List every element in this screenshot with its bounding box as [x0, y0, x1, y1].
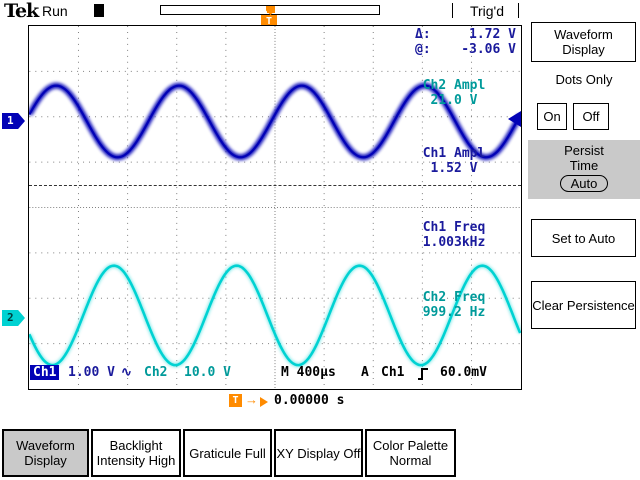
- trigger-time-flag-icon: T: [229, 394, 242, 407]
- trigger-time-value: 0.00000 s: [274, 393, 345, 408]
- rising-edge-icon: [417, 366, 429, 386]
- trigger-status: Trig'd: [469, 3, 505, 19]
- separator: [518, 3, 519, 18]
- ch1-coupling-icon: ∿: [121, 365, 132, 380]
- measurement-value: 1.003kHz: [422, 235, 486, 250]
- ch1-badge: Ch1: [30, 365, 60, 380]
- cursor-line[interactable]: [29, 185, 521, 186]
- dots-only-on-button[interactable]: On: [537, 103, 567, 130]
- trigger-level-arrow-icon[interactable]: [508, 111, 521, 127]
- ch2-label: Ch2: [144, 365, 168, 380]
- measurement-label: Ch1 Freq: [422, 220, 486, 235]
- clear-persistence-button[interactable]: Clear Persistence: [531, 281, 636, 329]
- side-menu-title: Waveform Display: [531, 22, 636, 62]
- timebase-readout: M 400µs: [281, 365, 336, 380]
- measurement-ch2-ampl: Ch2 Ampl 21.0 V: [398, 78, 510, 108]
- set-to-auto-button[interactable]: Set to Auto: [531, 219, 636, 257]
- separator: [452, 3, 453, 18]
- bottom-menu-color-palette[interactable]: Color Palette Normal: [365, 429, 456, 477]
- measurement-value: 1.52 V: [430, 161, 478, 176]
- bottom-menu-backlight-intensity[interactable]: Backlight Intensity High: [91, 429, 181, 477]
- persist-time-button[interactable]: Persist Time Auto: [528, 140, 640, 199]
- ch2-ground-marker[interactable]: 2: [2, 310, 25, 326]
- bottom-menu-xy-display[interactable]: XY Display Off: [274, 429, 363, 477]
- dots-only-label: Dots Only: [555, 72, 613, 87]
- measurement-label: Ch1 Ampl: [422, 146, 486, 161]
- tek-logo: Tek: [4, 0, 39, 22]
- trigger-level-readout: 60.0mV: [440, 365, 487, 380]
- bottom-menu-graticule[interactable]: Graticule Full: [183, 429, 272, 477]
- acquisition-activity-icon: [94, 4, 104, 17]
- cursor-readout: Δ: 1.72 V @: -3.06 V: [415, 27, 516, 57]
- persist-value: Auto: [559, 175, 609, 192]
- trigger-system-label: A: [361, 365, 369, 380]
- dots-only-off-button[interactable]: Off: [573, 103, 609, 130]
- trigger-position-pointer-icon: [266, 6, 275, 15]
- cursor-delta-value: 1.72 V: [469, 27, 516, 42]
- trigger-flag-icon: T: [261, 15, 277, 28]
- persist-line1: Persist: [564, 143, 604, 158]
- measurement-label: Ch2 Freq: [422, 290, 486, 305]
- waveform-plot: [29, 26, 521, 389]
- measurement-value: 999.2 Hz: [422, 305, 486, 320]
- cursor-at-value: -3.06 V: [461, 42, 516, 57]
- persist-line2: Time: [569, 158, 599, 173]
- measurement-label: Ch2 Ampl: [422, 78, 486, 93]
- measurement-ch1-ampl: Ch1 Ampl 1.52 V: [398, 146, 510, 176]
- arrowhead-icon: [260, 397, 268, 407]
- measurement-ch1-freq: Ch1 Freq 1.003kHz: [398, 220, 510, 250]
- cursor-at-label: @:: [415, 42, 431, 57]
- cursor-delta-label: Δ:: [415, 27, 431, 42]
- ch2-scale: 10.0 V: [184, 365, 231, 380]
- trigger-source: Ch1: [381, 365, 405, 380]
- ch1-scale: 1.00 V: [68, 365, 115, 380]
- acquisition-state-label: Run: [42, 3, 68, 19]
- bottom-menu-waveform-display[interactable]: Waveform Display: [2, 429, 89, 477]
- graticule: [28, 25, 522, 390]
- ch1-ground-marker[interactable]: 1: [2, 113, 25, 129]
- arrow-right-icon: →: [245, 392, 258, 407]
- measurement-value: 21.0 V: [430, 93, 478, 108]
- measurement-ch2-freq: Ch2 Freq 999.2 Hz: [398, 290, 510, 320]
